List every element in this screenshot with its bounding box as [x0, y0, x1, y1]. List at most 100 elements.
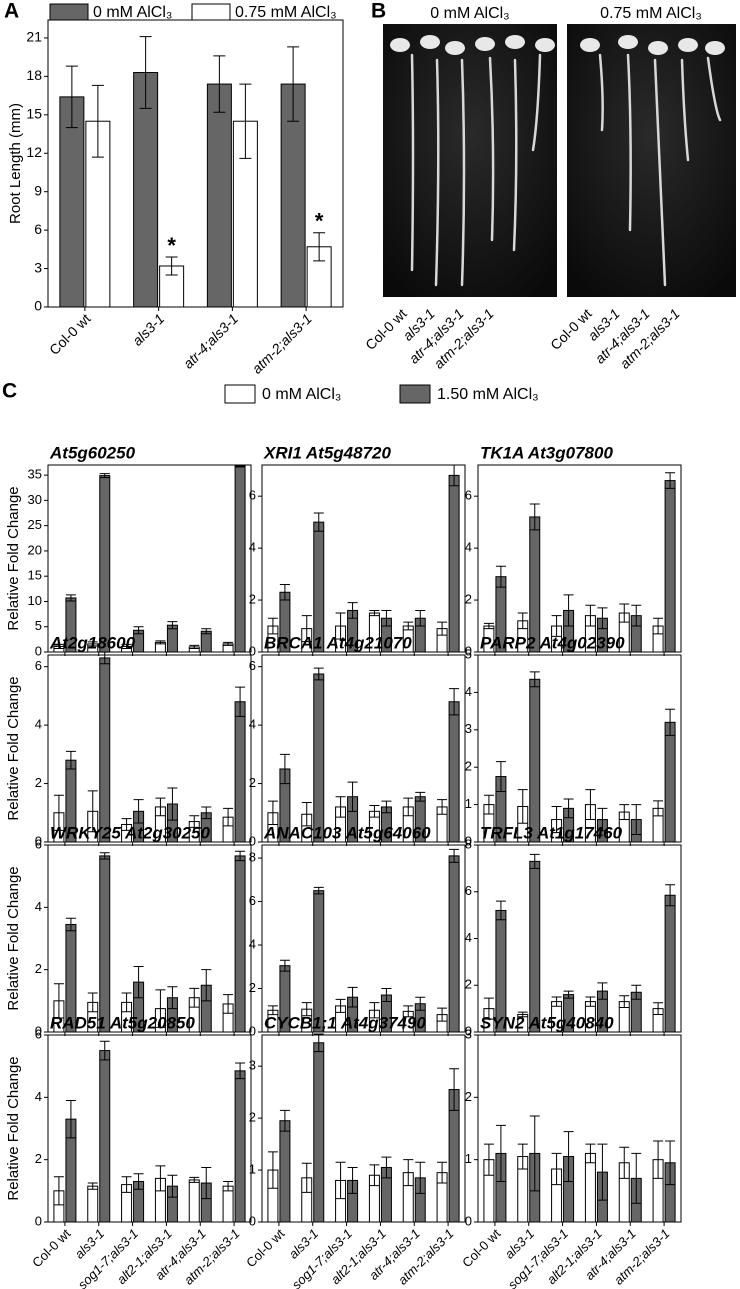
y-tick-label: 6 — [465, 883, 472, 898]
error-bar — [167, 1174, 178, 1198]
error-bar — [631, 604, 642, 627]
significance-marker: * — [315, 209, 324, 234]
error-bar — [235, 686, 246, 717]
plot-frame — [47, 654, 252, 843]
y-tick-label: 4 — [249, 936, 256, 951]
error-bar — [133, 1173, 144, 1190]
error-bar — [155, 640, 166, 645]
plot-frame — [477, 1034, 682, 1223]
error-bar — [665, 472, 676, 489]
y-tick-label: 3 — [465, 1026, 472, 1041]
error-bar — [313, 667, 324, 681]
error-bar — [189, 1176, 200, 1183]
error-bar — [563, 1131, 574, 1182]
y-tick-label: 6 — [249, 488, 256, 503]
bar — [234, 1070, 246, 1223]
y-tick-label: 10 — [28, 593, 42, 608]
y-tick-label: 6 — [465, 488, 472, 503]
bar — [99, 657, 111, 843]
y-tick-label: 4 — [35, 899, 42, 914]
error-bar — [335, 796, 346, 818]
y-tick-label: 20 — [28, 542, 42, 557]
bar — [234, 701, 246, 843]
photo — [383, 24, 557, 297]
error-bar — [53, 643, 64, 649]
chart-title: BRCA1 At4g21070 — [264, 633, 412, 652]
error-bar — [369, 804, 380, 818]
error-bar — [133, 626, 144, 635]
error-bar — [585, 996, 596, 1007]
error-bar — [369, 1002, 380, 1019]
bar — [448, 474, 460, 653]
x-tick-label: Col-0 wt — [243, 1226, 288, 1271]
error-bar — [369, 1164, 380, 1187]
y-tick-label: 12 — [26, 144, 42, 160]
error-bar — [631, 984, 642, 1000]
bar — [313, 890, 325, 1033]
panel-label: C — [2, 380, 17, 403]
error-bar — [201, 1166, 212, 1200]
error-bar — [133, 966, 144, 999]
cotyledons — [390, 35, 725, 55]
panel-label: B — [371, 0, 386, 23]
chart-title: XRI1 At5g48720 — [263, 443, 391, 462]
error-bar — [665, 1140, 676, 1186]
bar — [664, 480, 676, 653]
error-bar — [189, 815, 200, 828]
error-bar — [449, 848, 460, 863]
error-bar — [437, 1161, 448, 1184]
error-bar — [529, 671, 540, 688]
error-bar — [437, 799, 448, 815]
error-bar — [201, 969, 212, 1002]
error-bar — [437, 621, 448, 636]
y-tick-label: 8 — [465, 836, 472, 851]
y-tick-label: 6 — [35, 836, 42, 851]
error-bar — [239, 83, 252, 159]
error-bar — [483, 622, 494, 630]
legend-swatch — [49, 3, 89, 21]
error-bar — [87, 641, 98, 647]
error-bar — [483, 794, 494, 815]
error-bar — [301, 615, 312, 643]
chart-title: CYCB1;1 At4g37490 — [264, 1013, 426, 1032]
error-bar — [495, 900, 506, 921]
legend-label: 1.50 mM AlCl₃ — [437, 386, 539, 403]
y-tick-label: 5 — [35, 618, 42, 633]
error-bar — [665, 708, 676, 736]
plot-frame — [261, 464, 466, 653]
error-bar — [585, 1143, 596, 1164]
error-bar — [653, 617, 664, 635]
x-tick-label: Col-0 wt — [459, 1226, 504, 1271]
error-bar — [495, 565, 506, 588]
bar — [448, 701, 460, 843]
photo-title: 0 mM AlCl₃ — [430, 5, 509, 22]
bar — [234, 855, 246, 1033]
error-bar — [403, 1159, 414, 1187]
chart-title: SYN2 At5g40840 — [480, 1013, 614, 1032]
x-tick-label: atm-2;als3-1 — [249, 310, 315, 376]
bar — [99, 1050, 111, 1223]
error-bar — [223, 1180, 234, 1192]
chart-title: At5g60250 — [49, 443, 136, 462]
y-tick-label: 4 — [465, 930, 472, 945]
y-tick-label: 21 — [26, 29, 42, 45]
plot-frame — [477, 464, 682, 653]
error-bar — [139, 36, 152, 109]
y-tick-label: 6 — [35, 658, 42, 673]
legend-swatch — [224, 384, 256, 404]
error-bar — [267, 1151, 278, 1189]
bar — [448, 855, 460, 1033]
y-tick-label: 0 — [34, 298, 42, 314]
y-tick-label: 2 — [249, 980, 256, 995]
y-tick-label: 8 — [249, 849, 256, 864]
error-bar — [167, 787, 178, 821]
error-bar — [165, 256, 178, 276]
error-bar — [415, 1161, 426, 1194]
error-bar — [301, 802, 312, 827]
bar — [529, 678, 541, 843]
error-bar — [87, 992, 98, 1013]
error-bar — [53, 794, 64, 831]
error-bar — [585, 789, 596, 821]
error-bar — [223, 994, 234, 1014]
y-tick-label: 6 — [34, 221, 42, 237]
